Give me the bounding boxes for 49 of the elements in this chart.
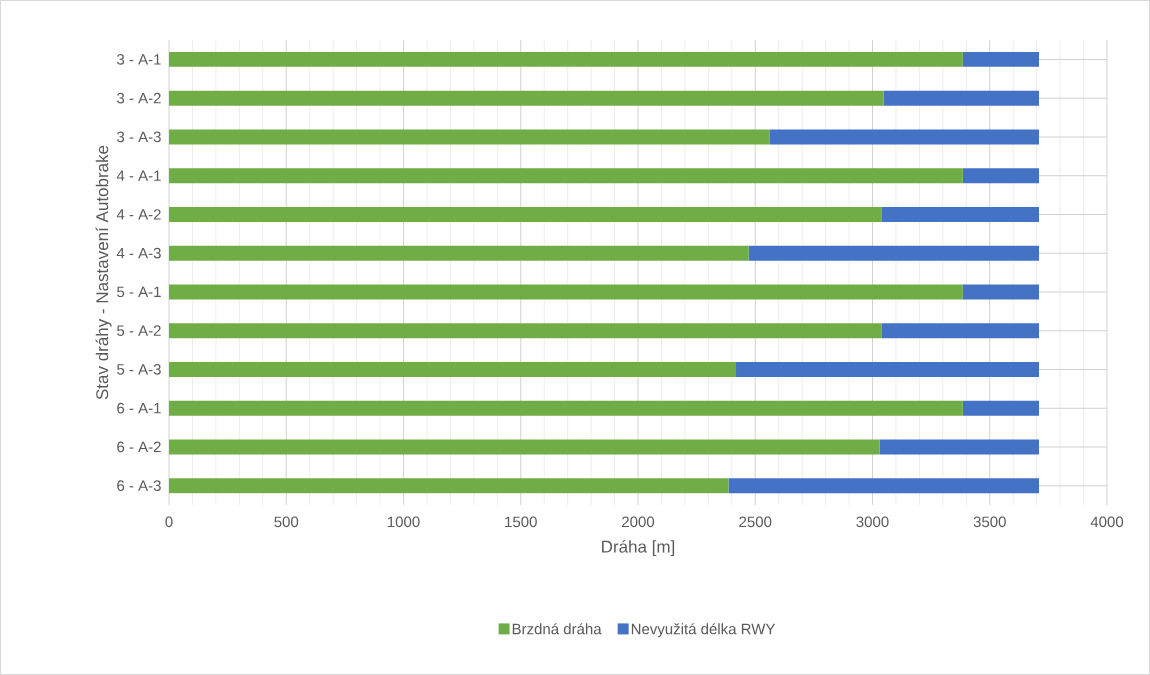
y-tick-label: 5 - A-2	[117, 325, 161, 336]
y-tick-label: 6 - A-3	[117, 480, 161, 491]
x-tick-label: 500	[274, 516, 299, 528]
bar	[769, 129, 1039, 145]
bar	[748, 245, 1039, 261]
x-axis-title: Dráha [m]	[602, 540, 675, 557]
bar	[736, 361, 1039, 377]
y-tick-label: 6 - A-1	[117, 402, 161, 414]
y-axis-title: Stav dráhy - Nastavení Autobrake	[95, 145, 112, 400]
x-tick-label: 3500	[973, 516, 1006, 528]
bar	[728, 478, 1039, 494]
x-tick-label: 2000	[622, 516, 655, 528]
y-tick-label: 4 - A-3	[116, 247, 161, 259]
bar	[883, 90, 1039, 106]
bar	[169, 206, 882, 222]
y-tick-label: 3 - A-3	[117, 131, 161, 143]
bar	[169, 400, 963, 416]
x-tick-label: 3000	[856, 516, 889, 528]
bar	[169, 323, 882, 339]
legend-label: Brzdná dráha	[512, 623, 602, 635]
bar	[169, 168, 963, 184]
x-tick-label: 2500	[739, 516, 772, 528]
bar	[169, 245, 749, 261]
y-tick-label: 5 - A-1	[117, 286, 161, 298]
x-tick-label: 1500	[505, 516, 537, 528]
y-tick-label: 3 - A-1	[117, 54, 161, 65]
bar	[169, 51, 963, 67]
bar	[169, 478, 729, 494]
bar	[169, 129, 770, 145]
y-tick-label: 5 - A-3	[117, 364, 161, 375]
bar	[881, 323, 1039, 339]
bar	[879, 439, 1039, 455]
y-tick-label: 4 - A-1	[116, 170, 161, 181]
bar	[881, 206, 1039, 222]
bar	[169, 90, 884, 106]
bar	[962, 284, 1039, 300]
x-tick-label: 0	[165, 516, 173, 528]
y-tick-label: 3 - A-2	[117, 92, 161, 104]
bar	[962, 168, 1039, 184]
x-tick-label: 4000	[1090, 516, 1124, 528]
y-tick-label: 4 - A-2	[116, 209, 161, 220]
bar	[962, 51, 1039, 67]
bar	[169, 361, 737, 377]
bar	[962, 400, 1039, 416]
bar	[169, 284, 963, 300]
legend-label: Nevyužitá délka RWY	[631, 623, 776, 638]
y-tick-label: 6 - A-2	[117, 441, 161, 453]
bar	[169, 439, 880, 455]
x-tick-label: 1000	[387, 516, 420, 528]
